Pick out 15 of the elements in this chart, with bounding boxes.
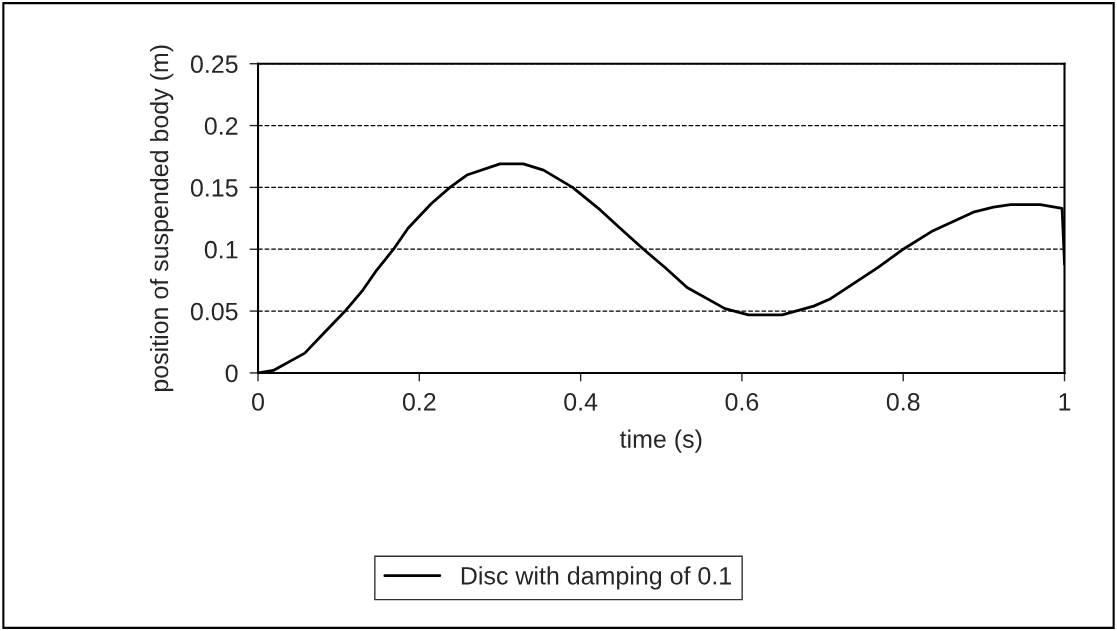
y-tick-label: 0.25 [190, 55, 238, 74]
y-tick-label: 0.1 [204, 240, 238, 259]
y-tick-label: 0.05 [190, 302, 238, 321]
y-axis-title: position of suspended body (m) [149, 45, 174, 392]
x-tick-label: 1 [1059, 393, 1071, 411]
y-tick-label: 0.15 [190, 179, 238, 197]
legend-label: Disc with damping of 0.1 [461, 566, 731, 590]
x-tick-label: 0 [252, 393, 264, 411]
x-axis-title: time (s) [619, 429, 702, 453]
x-tick-label: 0.4 [564, 393, 598, 411]
x-tick-label: 0.8 [886, 393, 920, 411]
y-tick-label: 0 [225, 364, 238, 383]
x-tick-label: 0.2 [402, 393, 436, 411]
x-tick-label: 0.6 [725, 393, 759, 411]
y-tick-label: 0.2 [204, 117, 238, 135]
